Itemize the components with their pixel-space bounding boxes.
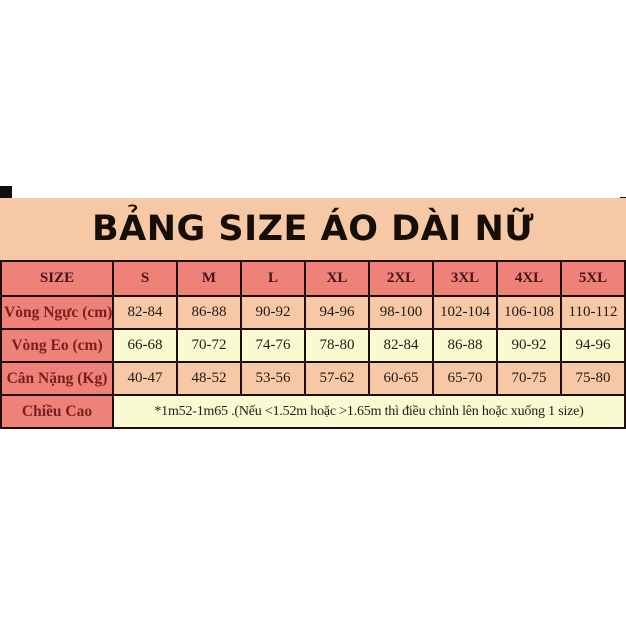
cell-waist-4xl: 90-92 <box>496 328 562 363</box>
row-label-height: Chiều Cao <box>0 394 114 429</box>
cell-weight-4xl: 70-75 <box>496 361 562 396</box>
cell-height-note: *1m52-1m65 .(Nếu <1.52m hoặc >1.65m thì … <box>112 394 626 429</box>
column-header-2xl: 2XL <box>368 260 434 297</box>
cell-chest-3xl: 102-104 <box>432 295 498 330</box>
cell-chest-s: 82-84 <box>112 295 178 330</box>
cell-chest-xl: 94-96 <box>304 295 370 330</box>
cell-waist-l: 74-76 <box>240 328 306 363</box>
cell-weight-s: 40-47 <box>112 361 178 396</box>
cell-chest-l: 90-92 <box>240 295 306 330</box>
cell-chest-4xl: 106-108 <box>496 295 562 330</box>
row-label-waist: Vòng Eo (cm) <box>0 328 114 363</box>
cell-waist-2xl: 82-84 <box>368 328 434 363</box>
cell-waist-s: 66-68 <box>112 328 178 363</box>
page-title: BẢNG SIZE ÁO DÀI NỮ <box>91 209 535 249</box>
row-label-weight: Cân Nặng (Kg) <box>0 361 114 396</box>
cell-waist-3xl: 86-88 <box>432 328 498 363</box>
cell-chest-m: 86-88 <box>176 295 242 330</box>
cell-weight-xl: 57-62 <box>304 361 370 396</box>
table-header-row: SIZE S M L XL 2XL 3XL 4XL 5XL <box>0 260 626 297</box>
title-banner: BẢNG SIZE ÁO DÀI NỮ <box>0 198 626 260</box>
column-header-s: S <box>112 260 178 297</box>
row-label-chest: Vòng Ngực (cm) <box>0 295 114 330</box>
column-header-4xl: 4XL <box>496 260 562 297</box>
cell-weight-l: 53-56 <box>240 361 306 396</box>
table-row-height: Chiều Cao *1m52-1m65 .(Nếu <1.52m hoặc >… <box>0 394 626 429</box>
cell-weight-m: 48-52 <box>176 361 242 396</box>
column-header-5xl: 5XL <box>560 260 626 297</box>
cell-chest-5xl: 110-112 <box>560 295 626 330</box>
cell-waist-m: 70-72 <box>176 328 242 363</box>
table-row-weight: Cân Nặng (Kg) 40-47 48-52 53-56 57-62 60… <box>0 361 626 396</box>
table-row-chest: Vòng Ngực (cm) 82-84 86-88 90-92 94-96 9… <box>0 295 626 330</box>
column-header-l: L <box>240 260 306 297</box>
column-header-3xl: 3XL <box>432 260 498 297</box>
column-header-xl: XL <box>304 260 370 297</box>
crop-artifact-top-left <box>0 186 12 198</box>
cell-chest-2xl: 98-100 <box>368 295 434 330</box>
table-row-waist: Vòng Eo (cm) 66-68 70-72 74-76 78-80 82-… <box>0 328 626 363</box>
column-header-size: SIZE <box>0 260 114 297</box>
column-header-m: M <box>176 260 242 297</box>
cell-waist-xl: 78-80 <box>304 328 370 363</box>
cell-weight-2xl: 60-65 <box>368 361 434 396</box>
cell-waist-5xl: 94-96 <box>560 328 626 363</box>
cell-weight-3xl: 65-70 <box>432 361 498 396</box>
cell-weight-5xl: 75-80 <box>560 361 626 396</box>
size-table: SIZE S M L XL 2XL 3XL 4XL 5XL Vòng Ngực … <box>0 260 626 429</box>
